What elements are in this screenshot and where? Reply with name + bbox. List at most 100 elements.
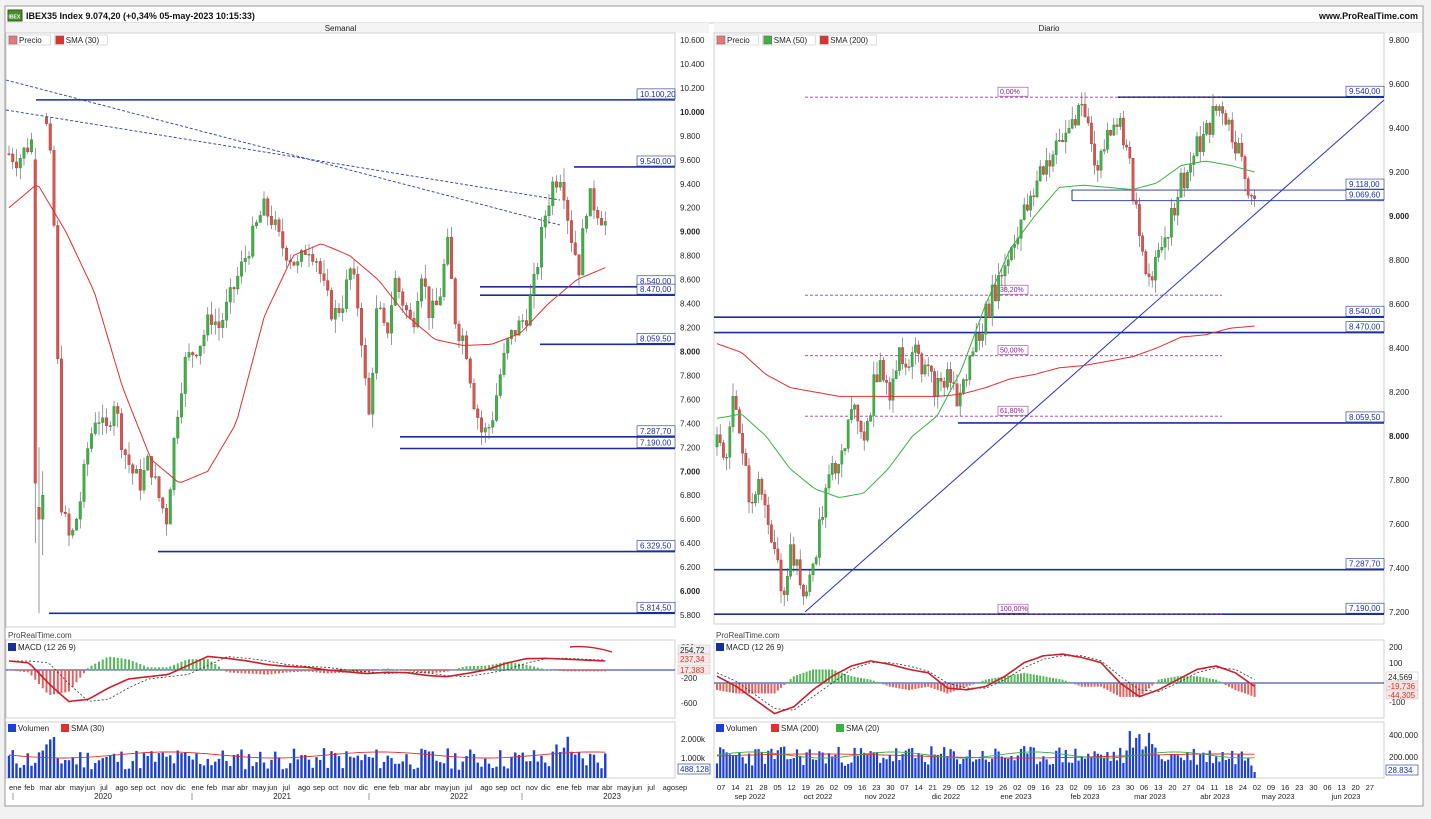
price-candle xyxy=(1170,208,1172,237)
macd-histogram-bar xyxy=(806,672,808,684)
price-candle xyxy=(1141,236,1143,252)
volume-bar xyxy=(462,762,464,778)
price-candle xyxy=(218,322,221,328)
macd-histogram-bar xyxy=(1052,678,1054,683)
y-tick-label: 8.200 xyxy=(1389,388,1410,397)
price-candle xyxy=(1237,143,1239,153)
volume-bar xyxy=(738,753,740,778)
macd-histogram-bar xyxy=(79,670,81,678)
price-candle xyxy=(1164,238,1166,247)
macd-histogram-bar xyxy=(770,683,772,694)
volume-bar xyxy=(1244,761,1246,778)
volume-bar xyxy=(1186,753,1188,778)
macd-histogram-bar xyxy=(27,670,29,672)
macd-histogram-bar xyxy=(844,674,846,683)
instrument-title: IBEX35 Index 9.074,20 (+0,34% 05-may-202… xyxy=(26,11,255,21)
price-candle xyxy=(853,405,855,409)
macd-histogram-bar xyxy=(192,659,194,670)
volume-bar xyxy=(105,757,107,778)
price-candle xyxy=(1228,120,1230,124)
volume-bar xyxy=(510,757,512,778)
y-tick-label: 8.400 xyxy=(680,300,701,309)
volume-bar xyxy=(488,764,490,778)
price-candle xyxy=(1148,274,1150,277)
y-tick-label: 10.000 xyxy=(680,108,705,117)
y-tick-label: 9.800 xyxy=(1389,36,1410,45)
macd-histogram-bar xyxy=(394,669,396,670)
price-candle xyxy=(469,359,472,383)
price-candle xyxy=(458,324,461,341)
macd-histogram-bar xyxy=(873,681,875,684)
volume-bar xyxy=(1116,760,1118,778)
x-day-label: 30 xyxy=(886,783,894,792)
price-candle xyxy=(544,216,547,227)
macd-histogram-bar xyxy=(985,680,987,684)
price-candle xyxy=(345,280,348,309)
macd-histogram-bar xyxy=(1078,683,1080,686)
y-tick-label: 8.200 xyxy=(680,324,701,333)
volume-bar xyxy=(1026,753,1028,778)
price-candle xyxy=(1001,275,1003,276)
volume-bar xyxy=(582,758,584,778)
price-candle xyxy=(488,427,491,428)
y-tick-label: 6.400 xyxy=(680,539,701,548)
volume-bar xyxy=(135,751,137,778)
macd-histogram-bar xyxy=(921,683,923,688)
macd-histogram-bar xyxy=(158,667,160,670)
price-candle xyxy=(905,364,907,367)
macd-histogram-bar xyxy=(822,669,824,683)
volume-bar xyxy=(1007,759,1009,778)
price-candle xyxy=(188,352,191,357)
macd-histogram-bar xyxy=(604,670,606,671)
y-tick-label: 9.400 xyxy=(1389,124,1410,133)
macd-histogram-bar xyxy=(729,683,731,692)
x-day-label: 23 xyxy=(1112,783,1120,792)
macd-histogram-bar xyxy=(121,658,123,670)
volume-bar xyxy=(988,762,990,778)
volume-bar xyxy=(793,758,795,778)
price-candle xyxy=(330,290,333,319)
volume-bar xyxy=(244,769,246,778)
volume-bar xyxy=(754,749,756,778)
macd-label: MACD (12 26 9) xyxy=(18,643,76,652)
price-candle xyxy=(124,450,127,455)
x-month-label: mar 2023 xyxy=(1134,792,1166,801)
price-candle xyxy=(1045,160,1047,174)
macd-histogram-bar xyxy=(1228,683,1230,687)
price-candle xyxy=(1247,179,1249,195)
volume-bar xyxy=(259,752,261,778)
price-candle xyxy=(751,502,753,503)
volume-bar xyxy=(1174,755,1176,778)
price-candle xyxy=(1180,173,1182,197)
panel-title: Diario xyxy=(1039,24,1060,33)
x-day-label: 19 xyxy=(985,783,993,792)
volume-bar xyxy=(1122,763,1124,778)
price-candle xyxy=(949,369,951,382)
price-candle xyxy=(777,549,779,560)
volume-bar xyxy=(379,768,381,778)
volume-bar xyxy=(417,768,419,778)
volume-bar xyxy=(68,760,70,778)
volume-bar xyxy=(158,753,160,778)
price-candle xyxy=(240,262,243,276)
volume-bar xyxy=(199,764,201,778)
x-day-label: 11 xyxy=(1211,783,1219,792)
volume-bar xyxy=(30,766,32,778)
macd-histogram-bar xyxy=(124,659,126,671)
volume-bar xyxy=(12,750,14,778)
macd-histogram-bar xyxy=(169,666,171,670)
price-candle xyxy=(815,557,817,563)
x-month-label: sep xyxy=(131,783,143,792)
price-candle xyxy=(356,274,359,308)
volume-bar xyxy=(285,768,287,778)
x-day-label: 27 xyxy=(1182,783,1190,792)
x-day-label: 07 xyxy=(900,783,908,792)
price-candle xyxy=(1068,128,1070,133)
volume-bar xyxy=(567,737,569,778)
macd-histogram-bar xyxy=(1247,683,1249,695)
price-candle xyxy=(1055,141,1057,155)
volume-bar xyxy=(578,752,580,778)
y-tick-label: 10.200 xyxy=(680,84,705,93)
volume-bar xyxy=(297,759,299,778)
